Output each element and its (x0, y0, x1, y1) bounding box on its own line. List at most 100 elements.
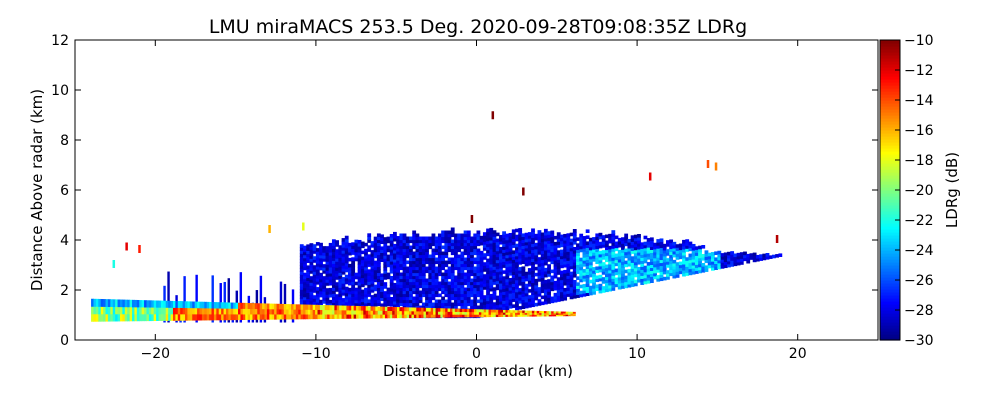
echo-cell (624, 284, 629, 289)
echo-cell (370, 244, 375, 248)
echo-cell (730, 257, 735, 261)
echo-cell (380, 234, 384, 239)
echo-cell (698, 269, 702, 274)
echo-cell (376, 251, 381, 256)
beam-cell (163, 313, 167, 321)
echo-cell (569, 265, 574, 270)
echo-cell (389, 299, 394, 304)
echo-cell (315, 293, 320, 297)
echo-cell (524, 283, 529, 288)
echo-cell (604, 273, 609, 278)
echo-cell (486, 297, 490, 302)
echo-cell (727, 263, 731, 268)
echo-cell (357, 251, 362, 256)
echo-cell (348, 245, 352, 250)
echo-cell (550, 257, 555, 262)
beam-cell (194, 301, 198, 309)
echo-cell (399, 302, 404, 307)
echo-cell (569, 262, 574, 267)
echo-cell (579, 263, 584, 268)
beam-cell (172, 300, 176, 308)
echo-cell (303, 257, 307, 262)
echo-cell (649, 264, 654, 268)
echo-cell (515, 261, 519, 266)
echo-cell (698, 257, 702, 262)
echo-cell (351, 275, 356, 279)
echo-cell (434, 293, 439, 298)
echo-cell (492, 245, 497, 249)
echo-cell (396, 260, 401, 264)
echo-cell (415, 287, 420, 292)
echo-cell (341, 271, 346, 275)
echo-cell (328, 302, 333, 307)
echo-cell (515, 246, 519, 251)
echo-cell (412, 281, 417, 286)
echo-cell (392, 297, 397, 302)
echo-cell (701, 266, 706, 270)
echo-cell (325, 297, 330, 301)
echo-cell (341, 238, 346, 242)
beam-cell (175, 313, 179, 321)
echo-cell (524, 262, 529, 267)
echo-cell (511, 280, 516, 284)
echo-cell (360, 262, 365, 267)
echo-cell (460, 299, 465, 304)
echo-cell (460, 239, 465, 244)
echo-cell (537, 266, 542, 270)
echo-cell (656, 269, 661, 273)
beam-cell (197, 307, 200, 315)
beam-cell (259, 303, 263, 310)
echo-cell (315, 299, 320, 303)
echo-cell (479, 250, 484, 255)
echo-cell (627, 277, 632, 282)
beam-cell (459, 308, 463, 313)
echo-cell (714, 251, 718, 255)
echo-cell (595, 245, 600, 250)
echo-cell (444, 305, 449, 310)
echo-cell (421, 266, 426, 271)
echo-cell (656, 266, 661, 270)
echo-cell (604, 258, 609, 263)
echo-cell (624, 248, 629, 253)
echo-cell (550, 236, 555, 241)
echo-cell (643, 253, 648, 258)
echo-cell (656, 257, 661, 261)
echo-cell (392, 243, 397, 248)
echo-cell (335, 240, 339, 244)
beam-cell (317, 314, 321, 320)
echo-cell (515, 300, 519, 305)
echo-cell (608, 236, 613, 241)
beam-cell (278, 308, 282, 315)
beam-cell (433, 314, 437, 318)
echo-cell (682, 251, 686, 256)
echo-cell (572, 241, 577, 245)
echo-cell (482, 262, 487, 266)
colorbar-segment (880, 316, 900, 320)
echo-cell (428, 266, 433, 271)
echo-cell (556, 241, 561, 245)
echo-cell (547, 282, 551, 286)
echo-cell (691, 267, 696, 272)
echo-cell (653, 263, 657, 268)
echo-cell (714, 266, 718, 270)
beam-cell (363, 306, 367, 311)
colorbar-segment (880, 172, 900, 176)
echo-cell (511, 289, 516, 293)
echo-cell (566, 245, 571, 249)
echo-cell (370, 283, 375, 287)
echo-cell (421, 272, 426, 277)
echo-cell (331, 254, 336, 258)
echo-cell (309, 243, 314, 247)
echo-cell (489, 239, 494, 244)
beam-cell (409, 310, 412, 315)
echo-cell (502, 285, 507, 289)
beam-cell (211, 313, 215, 321)
beam-cell (281, 313, 285, 320)
echo-cell (364, 290, 368, 295)
beam-cell (568, 313, 571, 315)
echo-cell (473, 296, 478, 301)
echo-cell (524, 238, 529, 243)
echo-cell (309, 300, 314, 304)
echo-cell (502, 288, 507, 292)
echo-cell (572, 289, 577, 293)
